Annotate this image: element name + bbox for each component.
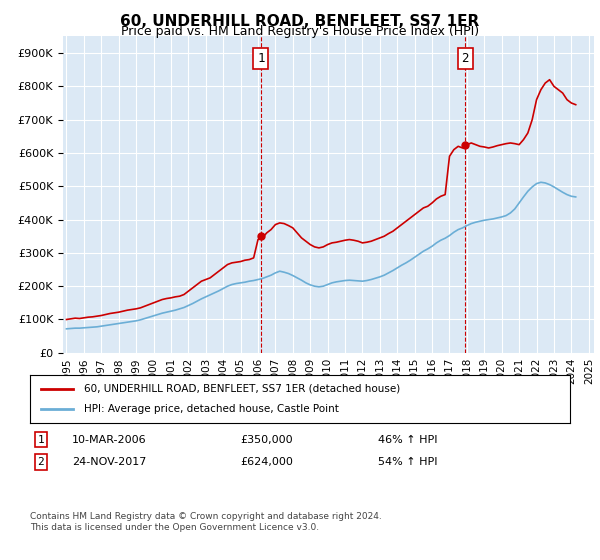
Text: 10-MAR-2006: 10-MAR-2006 [72, 435, 146, 445]
Text: Price paid vs. HM Land Registry's House Price Index (HPI): Price paid vs. HM Land Registry's House … [121, 25, 479, 38]
Text: 46% ↑ HPI: 46% ↑ HPI [378, 435, 437, 445]
Text: 2: 2 [37, 457, 44, 467]
Text: Contains HM Land Registry data © Crown copyright and database right 2024.
This d: Contains HM Land Registry data © Crown c… [30, 512, 382, 532]
Text: HPI: Average price, detached house, Castle Point: HPI: Average price, detached house, Cast… [84, 404, 339, 414]
Text: 60, UNDERHILL ROAD, BENFLEET, SS7 1ER (detached house): 60, UNDERHILL ROAD, BENFLEET, SS7 1ER (d… [84, 384, 400, 394]
Text: 54% ↑ HPI: 54% ↑ HPI [378, 457, 437, 467]
Text: 60, UNDERHILL ROAD, BENFLEET, SS7 1ER: 60, UNDERHILL ROAD, BENFLEET, SS7 1ER [121, 14, 479, 29]
Text: 2: 2 [461, 52, 469, 65]
Text: £350,000: £350,000 [240, 435, 293, 445]
Text: 1: 1 [37, 435, 44, 445]
Text: £624,000: £624,000 [240, 457, 293, 467]
Text: 24-NOV-2017: 24-NOV-2017 [72, 457, 146, 467]
Text: 1: 1 [257, 52, 265, 65]
